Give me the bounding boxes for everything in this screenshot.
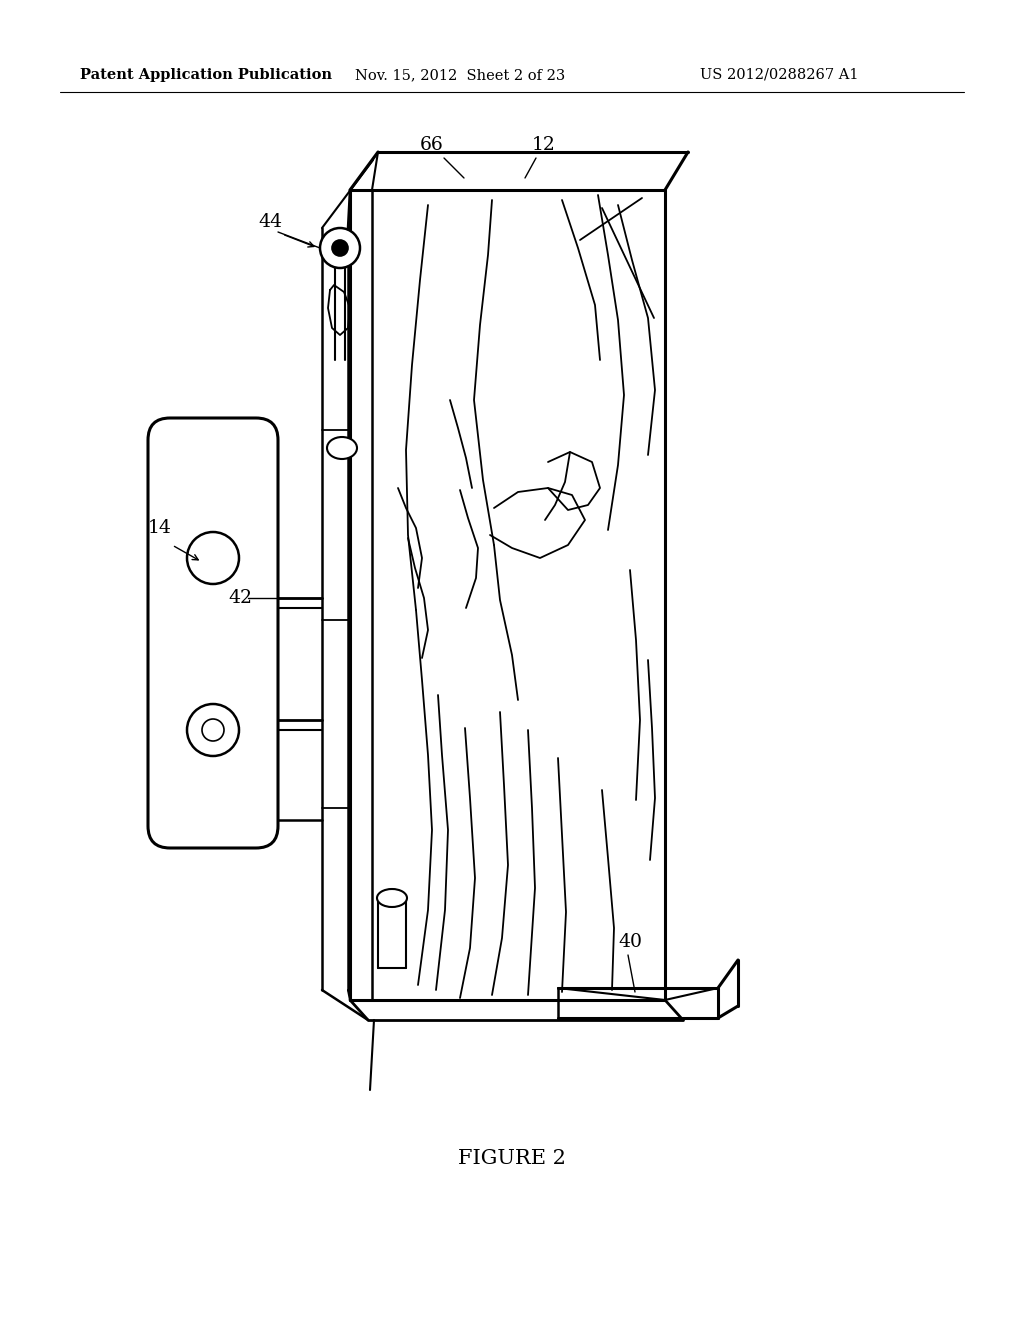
Circle shape [202,719,224,741]
Text: US 2012/0288267 A1: US 2012/0288267 A1 [700,69,858,82]
Circle shape [187,532,239,583]
Text: 44: 44 [258,213,282,231]
Text: 12: 12 [532,136,556,154]
Ellipse shape [327,437,357,459]
Text: Nov. 15, 2012  Sheet 2 of 23: Nov. 15, 2012 Sheet 2 of 23 [355,69,565,82]
Text: 14: 14 [148,519,172,537]
Text: FIGURE 2: FIGURE 2 [458,1148,566,1167]
Circle shape [319,228,360,268]
Text: 40: 40 [618,933,642,950]
FancyBboxPatch shape [148,418,278,847]
Circle shape [187,704,239,756]
Text: Patent Application Publication: Patent Application Publication [80,69,332,82]
Text: 42: 42 [228,589,252,607]
Ellipse shape [377,888,407,907]
Text: 66: 66 [420,136,443,154]
Circle shape [332,240,348,256]
